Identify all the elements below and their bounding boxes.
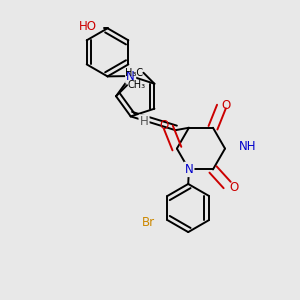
Text: H: H <box>140 116 148 128</box>
Text: H₃C: H₃C <box>125 68 143 78</box>
Text: O: O <box>221 99 230 112</box>
Text: Br: Br <box>142 216 154 230</box>
Text: N: N <box>126 70 135 83</box>
Text: CH₃: CH₃ <box>127 80 145 90</box>
Text: HO: HO <box>79 20 97 33</box>
Text: O: O <box>160 119 169 132</box>
Text: N: N <box>184 163 193 176</box>
Text: O: O <box>230 181 239 194</box>
Text: NH: NH <box>239 140 257 153</box>
